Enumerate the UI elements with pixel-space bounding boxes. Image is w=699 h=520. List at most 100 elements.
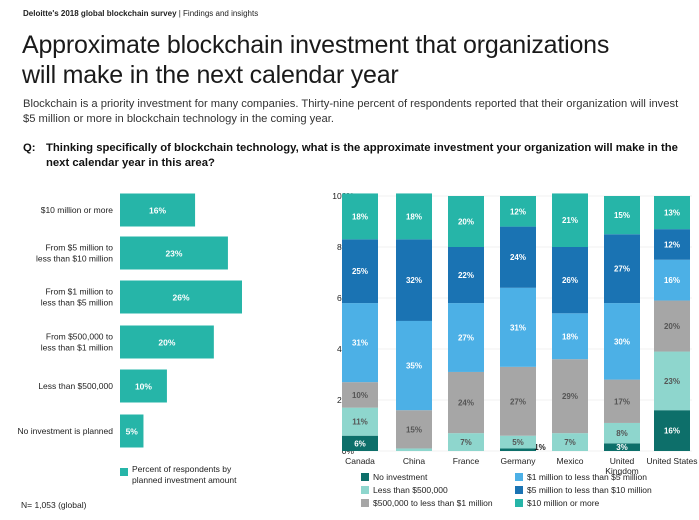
overall-category-label: From $500,000 to (46, 332, 113, 342)
stacked-value-label: 31% (352, 339, 368, 348)
stacked-legend-swatch (361, 473, 369, 481)
stacked-value-label: 21% (562, 216, 578, 225)
stacked-segment-10m_plus (500, 196, 536, 227)
overall-category-label: less than $5 million (41, 298, 114, 308)
stacked-legend-label: $1 million to less than $5 million (527, 472, 647, 482)
stacked-x-tick-label: Kingdom (605, 466, 639, 476)
overall-legend-label: Percent of respondents by (132, 464, 232, 474)
stacked-legend-swatch (361, 486, 369, 494)
stacked-segment-500k_1m (654, 300, 690, 352)
stacked-value-label: 1% (534, 443, 546, 452)
stacked-segment-5m_10m (604, 234, 640, 304)
stacked-value-label: 18% (352, 212, 368, 221)
stacked-value-label: 8% (616, 429, 628, 438)
survey-question: Q: Thinking specifically of blockchain te… (23, 141, 688, 171)
stacked-segment-no_investment (342, 435, 378, 451)
stacked-legend-label: $5 million to less than $10 million (527, 485, 652, 495)
stacked-segment-500k_1m (604, 379, 640, 423)
stacked-value-label: 24% (510, 253, 526, 262)
report-source: Deloitte's 2018 global blockchain survey (23, 9, 177, 18)
stacked-segment-1m_5m (552, 313, 588, 360)
overall-category-label: less than $10 million (36, 254, 113, 264)
stacked-x-tick-label: Germany (501, 456, 537, 466)
stacked-value-label: 12% (664, 240, 680, 249)
stacked-segment-lt_500k (448, 433, 484, 451)
stacked-segment-10m_plus (396, 193, 432, 240)
page-title-line-2: will make in the next calendar year (22, 61, 399, 89)
overall-bar-value-label: 10% (135, 382, 152, 392)
stacked-segment-5m_10m (448, 247, 484, 304)
stacked-x-tick-label: Mexico (557, 456, 584, 466)
stacked-segment-lt_500k (604, 422, 640, 444)
overall-category-label: Less than $500,000 (38, 381, 113, 391)
stacked-value-label: 23% (664, 377, 680, 386)
stacked-value-label: 31% (510, 323, 526, 332)
overall-category-label: No investment is planned (18, 426, 114, 436)
page-title: Approximate blockchain investment that o… (22, 30, 682, 90)
overall-bar-value-label: 26% (172, 293, 189, 303)
stacked-segment-no_investment (500, 448, 536, 451)
stacked-value-label: 20% (664, 322, 680, 331)
stacked-value-label: 11% (352, 418, 368, 427)
stacked-value-label: 25% (352, 267, 368, 276)
page-subtitle: Blockchain is a priority investment for … (23, 98, 679, 125)
stacked-segment-lt_500k (552, 433, 588, 451)
overall-bar-1 (120, 236, 228, 270)
stacked-x-tick-label: United (610, 456, 635, 466)
stacked-value-label: 24% (458, 399, 474, 408)
overall-bar-0 (120, 193, 196, 227)
stacked-value-label: 16% (664, 276, 680, 285)
stacked-legend-swatch (515, 499, 523, 507)
overall-bar-5 (120, 414, 144, 448)
stacked-segment-5m_10m (552, 247, 588, 314)
stacked-segment-10m_plus (654, 196, 690, 230)
stacked-value-label: 17% (614, 397, 630, 406)
stacked-legend-label: No investment (373, 472, 428, 482)
stacked-legend-label: Less than $500,000 (373, 485, 448, 495)
stacked-value-label: 15% (614, 211, 630, 220)
stacked-value-label: 7% (460, 438, 472, 447)
stacked-segment-10m_plus (604, 196, 640, 235)
stacked-segment-lt_500k (500, 435, 536, 449)
stacked-value-label: 26% (562, 276, 578, 285)
stacked-value-label: 5% (512, 438, 524, 447)
stacked-value-label: 35% (406, 362, 422, 371)
stacked-value-label: 22% (458, 271, 474, 280)
stacked-segment-1m_5m (448, 303, 484, 372)
stacked-value-label: 18% (562, 332, 578, 341)
stacked-segment-5m_10m (500, 226, 536, 288)
question-line-1: Thinking specifically of blockchain tech… (46, 142, 678, 154)
stacked-segment-no_investment (654, 410, 690, 451)
stacked-segment-500k_1m (342, 382, 378, 408)
stacked-segment-lt_500k (654, 351, 690, 411)
stacked-value-label: 27% (614, 265, 630, 274)
stacked-value-label: 6% (354, 439, 366, 448)
overall-bar-value-label: 5% (126, 427, 139, 437)
overall-bar-4 (120, 369, 167, 403)
overall-bar-value-label: 20% (158, 338, 175, 348)
overall-bar-2 (120, 280, 242, 314)
question-prefix: Q: (23, 142, 36, 154)
stacked-segment-lt_500k (342, 407, 378, 436)
stacked-value-label: 15% (406, 425, 422, 434)
overall-legend-swatch (120, 468, 128, 476)
stacked-value-label: 3% (616, 443, 628, 452)
stacked-segment-no_investment (604, 443, 640, 451)
stacked-segment-5m_10m (654, 229, 690, 260)
stacked-segment-lt_500k (396, 448, 432, 451)
page-title-line-1: Approximate blockchain investment that o… (22, 31, 610, 59)
overall-category-label: From $1 million to (45, 287, 113, 297)
stacked-legend-swatch (361, 499, 369, 507)
stacked-value-label: 27% (510, 397, 526, 406)
stacked-segment-10m_plus (552, 193, 588, 247)
stacked-legend-swatch (515, 473, 523, 481)
stacked-value-label: 16% (664, 427, 680, 436)
stacked-legend-swatch (515, 486, 523, 494)
overall-bar-value-label: 16% (149, 206, 166, 216)
stacked-x-tick-label: Canada (345, 456, 375, 466)
stacked-segment-1m_5m (396, 320, 432, 411)
stacked-segment-1m_5m (342, 303, 378, 383)
stacked-segment-500k_1m (396, 410, 432, 449)
